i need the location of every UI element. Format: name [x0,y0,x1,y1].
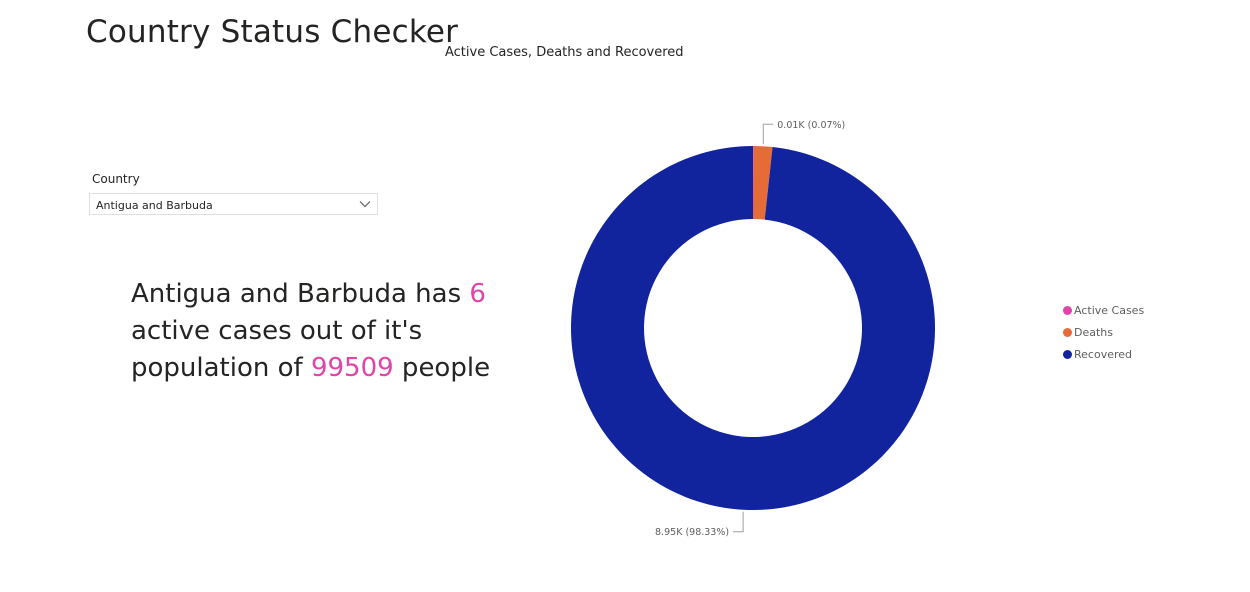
donut-slice-deaths[interactable] [753,146,773,220]
legend-dot-recovered [1063,349,1072,359]
data-label-recovered: 8.95K (98.33%) [655,511,744,538]
donut-slice-recovered[interactable] [570,146,935,510]
legend-dot-deaths [1063,327,1072,337]
legend-label-recovered: Recovered [1074,347,1133,361]
page-title: Country Status Checker [86,14,459,50]
summary-text-mid: active cases out of it's population of [131,316,423,383]
summary-active-cases: 6 [469,279,486,309]
summary-population: 99509 [310,353,394,383]
legend-item-deaths[interactable]: Deaths [1063,321,1144,343]
country-summary-text: Antigua and Barbuda has 6 active cases o… [131,276,511,387]
legend-label-deaths: Deaths [1074,325,1113,339]
summary-text-end: people [393,353,491,383]
chart-legend: Active Cases Deaths Recovered [1063,299,1144,365]
legend-dot-active-cases [1063,305,1072,315]
leader-line-recovered [733,511,744,533]
summary-country: Antigua and Barbuda [131,279,407,309]
leader-line-deaths [762,123,774,145]
country-dropdown-value: Antigua and Barbuda [96,199,213,212]
country-slicer-label: Country [92,172,140,186]
country-dropdown[interactable]: Antigua and Barbuda [89,193,378,215]
data-label-deaths: 0.01K (0.07%) [762,120,845,145]
donut-slice-active-cases[interactable] [753,146,754,220]
data-label-text-recovered: 8.95K (98.33%) [655,527,729,538]
legend-item-recovered[interactable]: Recovered [1063,343,1144,365]
data-label-text-deaths: 0.01K (0.07%) [777,120,845,131]
chevron-down-icon [359,201,371,208]
legend-label-active-cases: Active Cases [1074,303,1145,317]
legend-item-active-cases[interactable]: Active Cases [1063,299,1144,321]
chart-title: Active Cases, Deaths and Recovered [445,45,684,60]
summary-text-has: has [406,279,470,309]
